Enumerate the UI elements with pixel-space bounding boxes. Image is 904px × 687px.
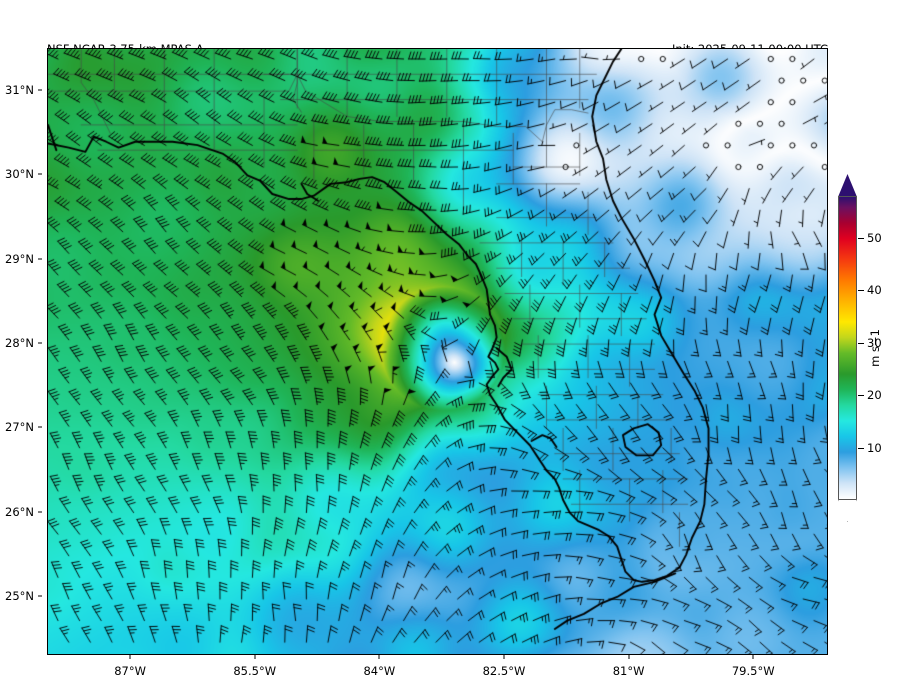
colorbar-extend-min-arrow: [838, 499, 857, 522]
lat-tick-mark: [38, 173, 42, 175]
lat-tick-mark: [38, 258, 42, 260]
longitude-axis: 87°W 85.5°W 84°W 82.5°W 81°W 79.5°W: [47, 655, 828, 685]
latitude-axis: 25°N 26°N 27°N 28°N 29°N 30°N 31°N: [0, 48, 42, 655]
colorbar-tick-mark: [858, 237, 864, 239]
lon-tick-mark: [752, 655, 754, 659]
lon-tick-label: 85.5°W: [233, 664, 277, 678]
lon-tick-label: 87°W: [114, 664, 146, 678]
lat-tick-label: 29°N: [5, 251, 34, 266]
lon-tick-label: 84°W: [363, 664, 396, 678]
wind-speed-field: [48, 49, 827, 654]
lat-tick-mark: [38, 595, 42, 597]
colorbar: 10 20 30 40 50: [836, 174, 882, 522]
colorbar-tick-label: 40: [867, 283, 882, 298]
colorbar-extend-max-arrow: [838, 174, 857, 197]
lat-tick-mark: [38, 342, 42, 344]
lon-tick-label: 81°W: [612, 664, 645, 678]
lon-tick-mark: [378, 655, 380, 659]
lat-tick-mark: [38, 89, 42, 91]
colorbar-tick-mark: [858, 342, 864, 344]
colorbar-tick-label: 20: [867, 388, 882, 403]
lat-tick-label: 25°N: [5, 588, 34, 603]
colorbar-tick-label: 50: [867, 230, 882, 245]
colorbar-tick-label: 10: [867, 440, 882, 455]
colorbar-tick-mark: [858, 395, 864, 397]
lon-tick-mark: [503, 655, 505, 659]
wind-barbs-canvas: [48, 49, 827, 654]
lat-tick-label: 27°N: [5, 420, 34, 435]
colorbar-axis-label: m s−1: [868, 329, 882, 367]
colorbar-tick-mark: [858, 290, 864, 292]
lat-tick-label: 30°N: [5, 167, 34, 182]
lon-tick-label: 79.5°W: [731, 664, 775, 678]
lon-tick-mark: [254, 655, 256, 659]
lon-tick-mark: [129, 655, 131, 659]
colorbar-gradient: [838, 196, 857, 500]
colorbar-tick-label: 30: [867, 335, 882, 350]
lon-tick-label: 82.5°W: [482, 664, 526, 678]
colorbar-tick-mark: [858, 447, 864, 449]
lat-tick-label: 31°N: [5, 83, 34, 98]
lat-tick-label: 28°N: [5, 336, 34, 351]
lon-tick-mark: [628, 655, 630, 659]
map-plot-area: [47, 48, 828, 655]
lat-tick-label: 26°N: [5, 504, 34, 519]
lat-tick-mark: [38, 511, 42, 513]
lat-tick-mark: [38, 426, 42, 428]
